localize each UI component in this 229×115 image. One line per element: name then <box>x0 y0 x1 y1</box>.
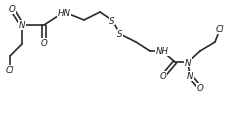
Text: HN: HN <box>57 8 71 17</box>
Text: O: O <box>9 5 15 14</box>
Text: S: S <box>109 16 115 25</box>
Text: O: O <box>41 39 47 48</box>
Text: S: S <box>117 30 123 39</box>
Text: O: O <box>197 84 203 93</box>
Text: N: N <box>187 72 193 81</box>
Text: N: N <box>19 21 25 30</box>
Text: NH: NH <box>155 47 169 56</box>
Text: N: N <box>185 58 191 67</box>
Text: Cl: Cl <box>6 66 14 75</box>
Text: O: O <box>160 72 166 81</box>
Text: Cl: Cl <box>216 25 224 34</box>
